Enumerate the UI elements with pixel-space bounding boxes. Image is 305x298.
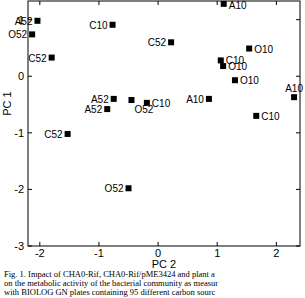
x-tick	[158, 1, 159, 5]
point-label: A52	[84, 104, 102, 115]
point	[218, 57, 224, 63]
plot-frame	[28, 1, 300, 246]
x-tick-label: 1	[214, 247, 220, 259]
point	[34, 18, 40, 24]
point	[128, 97, 134, 103]
y-tick-label: 0	[18, 70, 24, 82]
point-label: C10	[89, 20, 108, 31]
y-tick	[28, 246, 32, 247]
y-axis-label: PC 1	[1, 91, 13, 115]
point	[291, 94, 297, 100]
x-tick	[158, 242, 159, 246]
y-tick	[28, 132, 32, 133]
y-tick	[28, 76, 32, 77]
x-tick	[39, 1, 40, 5]
point	[104, 106, 110, 112]
point	[246, 46, 252, 52]
y-tick	[296, 189, 300, 190]
point-label: A10	[186, 94, 204, 105]
point	[206, 96, 212, 102]
y-tick	[28, 189, 32, 190]
point	[110, 22, 116, 28]
point-label: A52	[15, 16, 33, 27]
x-tick	[98, 242, 99, 246]
y-tick	[296, 246, 300, 247]
point	[221, 1, 227, 7]
point-labels: A10A52O52C10C52C52O10C10O10O10A52O52A52C…	[8, 0, 303, 194]
point	[232, 77, 238, 83]
point	[65, 131, 71, 137]
point-label: C10	[261, 111, 280, 122]
point	[49, 55, 55, 61]
x-tick	[276, 242, 277, 246]
point-label: O10	[254, 44, 273, 55]
point-label: C52	[28, 53, 47, 64]
y-tick-label: -2	[14, 183, 24, 195]
points	[29, 1, 297, 191]
x-tick-label: -1	[94, 247, 104, 259]
point-label: A10	[229, 0, 247, 11]
y-tick	[296, 132, 300, 133]
chart: -2-1012-3-2-101PC 2PC 1A10A52O52C10C52C5…	[0, 0, 305, 298]
y-tick-label: -1	[14, 127, 24, 139]
point-label: O52	[8, 29, 27, 40]
x-tick	[39, 242, 40, 246]
point-label: O10	[228, 61, 247, 72]
point	[126, 185, 132, 191]
point	[168, 39, 174, 45]
x-tick	[98, 1, 99, 5]
point-label: C52	[44, 129, 63, 140]
point-label: C10	[152, 98, 171, 109]
point	[253, 113, 259, 119]
point-label: A10	[285, 83, 303, 94]
x-tick	[217, 1, 218, 5]
x-tick-label: 2	[273, 247, 279, 259]
point-label: C52	[148, 37, 167, 48]
y-tick-label: -3	[14, 240, 24, 252]
x-tick-label: -2	[35, 247, 45, 259]
y-tick	[296, 19, 300, 20]
y-tick	[296, 76, 300, 77]
x-tick	[217, 242, 218, 246]
point	[29, 31, 35, 37]
x-tick	[276, 1, 277, 5]
caption-line: with BIOLOG GN plates containing 95 diff…	[4, 287, 216, 297]
point-label: O10	[240, 75, 259, 86]
point-label: O52	[105, 183, 124, 194]
point	[111, 96, 117, 102]
